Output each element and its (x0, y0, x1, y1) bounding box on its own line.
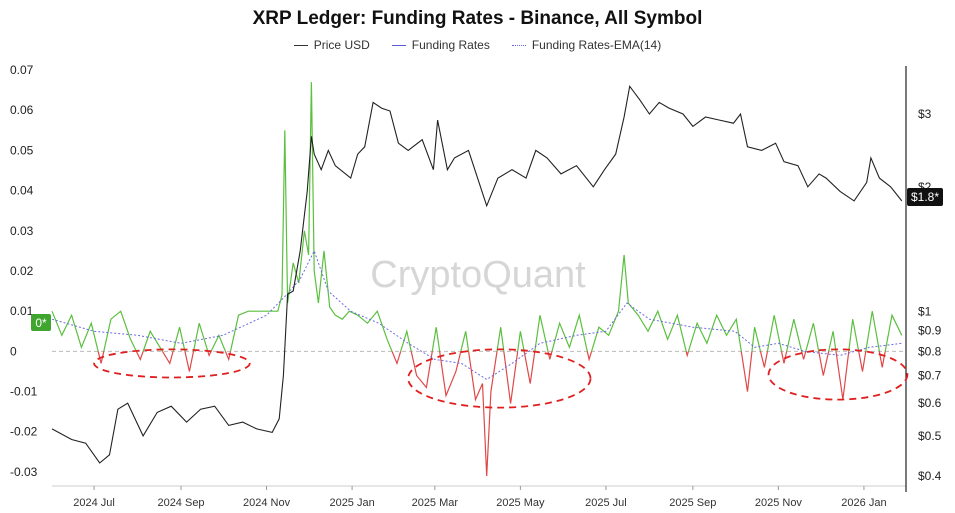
y2-tick-label: $0.4 (918, 469, 942, 483)
y-tick-label: 0.03 (10, 224, 34, 238)
y-tick-label: -0.03 (10, 465, 38, 479)
x-tick-label: 2024 Sep (157, 497, 204, 509)
y2-tick-label: $3 (918, 107, 932, 121)
x-tick-label: 2025 May (496, 497, 545, 509)
legend-label-funding: Funding Rates (411, 38, 490, 52)
legend-label-ema: Funding Rates-EMA(14) (531, 38, 662, 52)
y-tick-label: 0.05 (10, 143, 34, 157)
price-current-badge-label: $1.8* (911, 190, 939, 204)
funding-current-badge-label: 0* (35, 316, 47, 330)
funding-ema-line (51, 249, 902, 381)
x-tick-label: 2025 Mar (412, 497, 459, 509)
legend-swatch-price (293, 44, 308, 46)
x-tick-label: 2025 Sep (669, 497, 716, 509)
y-tick-label: 0.02 (10, 264, 34, 278)
price-usd-line (51, 84, 903, 464)
y2-tick-label: $1 (918, 304, 932, 318)
annotation-ellipse-3 (767, 348, 909, 401)
y-tick-label: -0.02 (10, 425, 38, 439)
y-tick-label: -0.01 (10, 385, 38, 399)
y2-tick-label: $0.9 (918, 323, 942, 337)
legend-item-price[interactable]: Price USD (293, 38, 370, 52)
x-tick-label: 2024 Jul (73, 497, 115, 509)
y-tick-label: 0 (10, 344, 17, 358)
y-tick-label: 0.04 (10, 184, 34, 198)
y-tick-label: 0.01 (10, 304, 34, 318)
price-current-badge (907, 188, 943, 206)
y2-tick-label: $0.5 (918, 429, 942, 443)
annotation-ellipse-1 (93, 348, 251, 379)
legend-swatch-ema (511, 44, 526, 46)
legend: Price USD Funding Rates Funding Rates-EM… (0, 38, 955, 52)
x-tick-label: 2026 Jan (841, 497, 886, 509)
y-tick-label: 0.06 (10, 103, 34, 117)
chart-title: XRP Ledger: Funding Rates - Binance, All… (252, 8, 703, 29)
y2-tick-label: $0.6 (918, 396, 942, 410)
x-tick-label: 2025 Jul (585, 497, 627, 509)
y2-tick-label: $0.7 (918, 368, 942, 382)
y2-tick-label: $0.8 (918, 344, 942, 358)
legend-swatch-funding (391, 44, 406, 46)
watermark: CryptoQuant (370, 254, 586, 296)
legend-item-ema[interactable]: Funding Rates-EMA(14) (511, 38, 662, 52)
annotation-ellipse-2 (407, 348, 592, 409)
x-tick-label: 2024 Nov (243, 497, 291, 509)
funding-current-badge (31, 314, 51, 331)
y-tick-label: 0.07 (10, 63, 34, 77)
legend-label-price: Price USD (313, 38, 370, 52)
x-tick-label: 2025 Jan (329, 497, 374, 509)
x-tick-label: 2025 Nov (755, 497, 803, 509)
legend-item-funding[interactable]: Funding Rates (391, 38, 490, 52)
